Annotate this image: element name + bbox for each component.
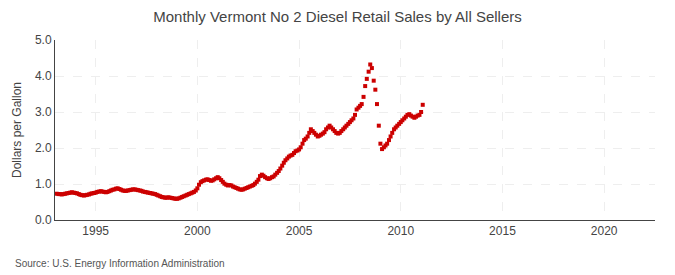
svg-text:Source: U.S. Energy Informatio: Source: U.S. Energy Information Administ… <box>15 258 225 269</box>
svg-text:2015: 2015 <box>489 224 516 238</box>
svg-text:1995: 1995 <box>82 224 109 238</box>
svg-text:5.0: 5.0 <box>35 33 52 47</box>
svg-text:2020: 2020 <box>591 224 618 238</box>
svg-text:2.0: 2.0 <box>35 141 52 155</box>
svg-text:1.0: 1.0 <box>35 177 52 191</box>
svg-text:0.0: 0.0 <box>35 213 52 227</box>
svg-text:Dollars per Gallon: Dollars per Gallon <box>10 82 24 178</box>
svg-text:2005: 2005 <box>286 224 313 238</box>
svg-text:4.0: 4.0 <box>35 69 52 83</box>
svg-text:2000: 2000 <box>184 224 211 238</box>
svg-text:Monthly Vermont No 2 Diesel Re: Monthly Vermont No 2 Diesel Retail Sales… <box>153 8 522 25</box>
svg-text:2010: 2010 <box>387 224 414 238</box>
svg-text:3.0: 3.0 <box>35 105 52 119</box>
